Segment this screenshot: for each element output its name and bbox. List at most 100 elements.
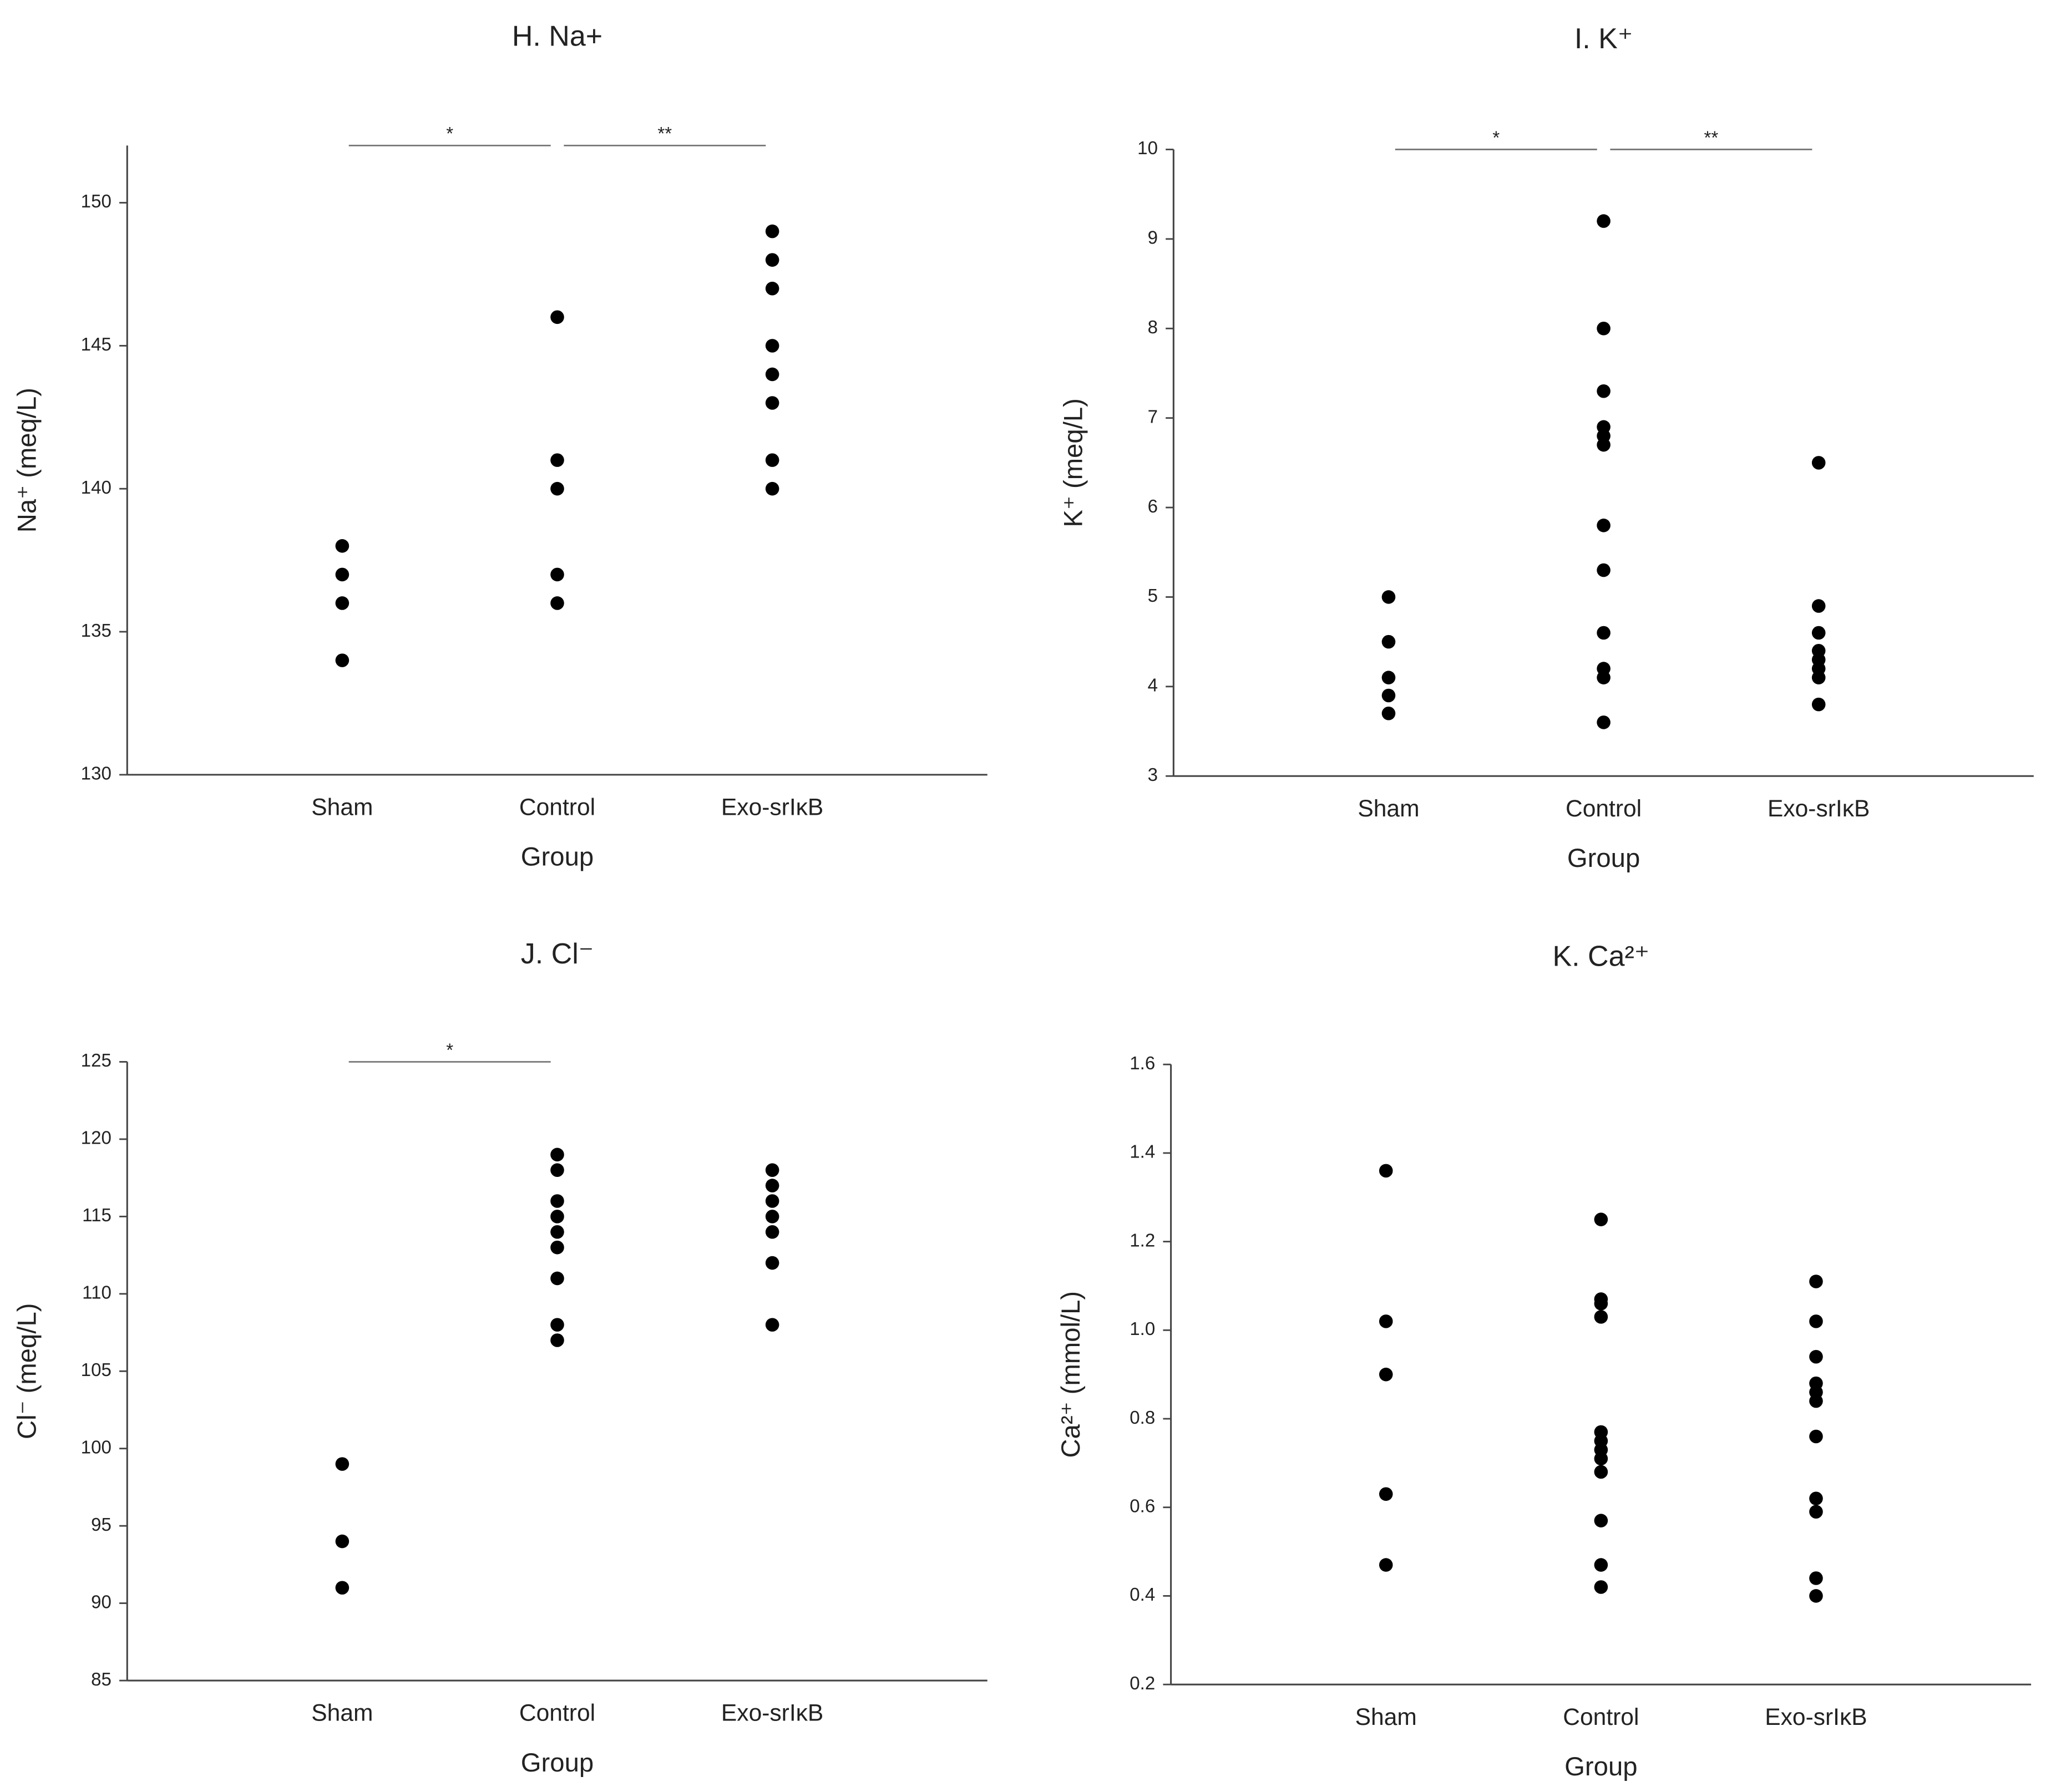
data-point [335,1534,350,1549]
x-tick-label: Sham [1358,795,1419,822]
data-point [1379,1164,1393,1178]
data-point [1811,456,1826,470]
y-tick-label: 150 [81,191,112,212]
y-tick-label: 7 [1148,407,1158,427]
y-tick-label: 85 [91,1669,112,1690]
significance-label: * [1492,128,1500,148]
y-axis-label: K⁺ (meq/L) [1059,398,1088,527]
data-point [1594,1465,1608,1479]
data-point [1809,1429,1823,1444]
data-point [1594,1514,1608,1527]
data-point [550,1271,564,1286]
y-tick-label: 90 [91,1592,112,1612]
data-point [550,1148,564,1162]
y-tick-label: 130 [81,764,112,784]
data-point [1811,671,1826,684]
x-tick-label: Exo-srIκB [1765,1704,1867,1730]
data-point [1809,1589,1823,1603]
y-tick-label: 4 [1148,676,1158,696]
data-point [1597,715,1611,729]
data-point [1809,1491,1823,1506]
y-tick-label: 1.0 [1130,1319,1155,1339]
data-point [765,1163,779,1177]
x-axis-label: Group [1567,844,1640,873]
y-tick-label: 1.4 [1130,1142,1155,1162]
x-tick-label: Exo-srIκB [1768,795,1870,822]
significance-label: ** [657,124,672,144]
data-point [765,281,779,296]
significance-label: * [446,124,453,144]
data-point [1809,1394,1823,1408]
significance-label: * [446,1040,453,1060]
chart-title: H. Na+ [512,20,602,52]
data-point [765,1194,779,1208]
data-point [765,1179,779,1192]
data-point [550,1194,564,1208]
chart-title: K. Ca²⁺ [1552,941,1649,973]
data-point [1809,1275,1823,1288]
y-tick-label: 140 [81,478,112,498]
x-tick-label: Exo-srIκB [721,1700,823,1727]
data-point [765,1256,779,1270]
data-point [1381,706,1396,720]
data-point [1597,519,1611,532]
data-point [1594,1297,1608,1311]
x-tick-label: Sham [311,1700,373,1727]
data-point [1811,599,1826,613]
data-point [765,1318,779,1332]
data-point [1809,1571,1823,1585]
y-tick-label: 3 [1148,765,1158,785]
y-tick-label: 0.6 [1130,1496,1155,1516]
panel: H. Na+ 130 135 140 145 150 Na⁺ (meq/L) Group Sha… [12,20,988,872]
data-point [1597,384,1611,398]
y-tick-label: 8 [1148,317,1158,338]
x-tick-label: Sham [311,794,373,821]
y-tick-label: 0.4 [1130,1585,1155,1605]
data-point [550,1163,564,1177]
y-tick-label: 110 [82,1283,112,1303]
data-point [1809,1505,1823,1519]
x-axis-label: Group [521,1748,594,1778]
y-tick-label: 6 [1148,496,1158,517]
data-point [765,253,779,267]
panel: K. Ca²⁺ 0.2 0.4 0.6 0.8 1.0 1.2 1.4 1.6 Ca²⁺ (mmo… [1056,941,2032,1781]
data-point [765,224,779,238]
data-point [1381,634,1396,649]
data-point [550,310,564,324]
y-tick-label: 10 [1137,138,1158,159]
data-point [1594,1451,1608,1466]
data-point [1597,438,1611,452]
data-point [1811,626,1826,640]
chart-title: J. Cl⁻ [521,938,594,970]
data-point [1809,1349,1823,1364]
data-point [550,1240,564,1255]
data-point [550,481,564,496]
data-point [1809,1314,1823,1328]
data-point [1379,1314,1393,1328]
data-point [1379,1487,1393,1501]
y-tick-label: 135 [81,621,112,641]
data-point [765,453,779,467]
y-tick-label: 145 [81,334,112,355]
y-tick-label: 115 [82,1205,112,1226]
data-point [1597,321,1611,336]
y-tick-label: 95 [91,1515,112,1535]
data-point [1597,671,1611,684]
data-point [550,453,564,467]
chart-title: I. K⁺ [1574,23,1633,55]
x-axis-label: Group [521,842,594,872]
data-point [550,567,564,582]
data-point [335,596,350,610]
data-point [1594,1212,1608,1226]
y-tick-label: 125 [81,1050,112,1071]
data-point [335,1581,350,1595]
panel: J. Cl⁻ 85 90 95 100 105 110 115 120 125 Cl⁻ (meq/L… [12,938,988,1778]
data-point [1597,626,1611,640]
data-point [1594,1580,1608,1594]
x-tick-label: Control [519,1700,595,1727]
data-point [1811,697,1826,712]
data-point [765,396,779,410]
data-point [1594,1310,1608,1324]
data-point [765,1210,779,1224]
y-tick-label: 120 [81,1128,112,1149]
